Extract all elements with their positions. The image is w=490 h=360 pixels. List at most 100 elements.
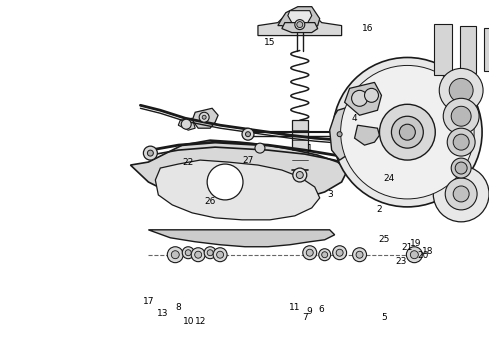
Text: 13: 13 bbox=[157, 309, 168, 318]
Circle shape bbox=[451, 158, 471, 178]
Circle shape bbox=[347, 156, 362, 170]
Circle shape bbox=[344, 150, 365, 170]
Circle shape bbox=[296, 171, 303, 179]
Circle shape bbox=[295, 20, 305, 30]
Circle shape bbox=[453, 134, 469, 150]
Polygon shape bbox=[192, 108, 218, 128]
Polygon shape bbox=[344, 82, 382, 115]
Text: 9: 9 bbox=[307, 307, 313, 316]
Text: 20: 20 bbox=[417, 251, 429, 260]
Text: 1: 1 bbox=[307, 144, 313, 153]
Text: 22: 22 bbox=[183, 158, 194, 167]
Circle shape bbox=[217, 251, 223, 258]
Circle shape bbox=[242, 128, 254, 140]
Circle shape bbox=[349, 155, 360, 165]
Circle shape bbox=[433, 166, 489, 222]
Circle shape bbox=[185, 250, 191, 256]
Text: 15: 15 bbox=[264, 38, 276, 47]
Circle shape bbox=[352, 90, 368, 106]
Circle shape bbox=[306, 249, 313, 256]
Circle shape bbox=[204, 247, 216, 259]
Circle shape bbox=[334, 128, 345, 140]
Circle shape bbox=[365, 88, 378, 102]
Circle shape bbox=[399, 124, 416, 140]
Text: 8: 8 bbox=[175, 303, 181, 312]
Polygon shape bbox=[282, 23, 318, 32]
Text: 2: 2 bbox=[377, 206, 382, 215]
Polygon shape bbox=[484, 28, 490, 71]
Circle shape bbox=[191, 248, 205, 262]
Polygon shape bbox=[130, 140, 347, 205]
Circle shape bbox=[303, 246, 317, 260]
Circle shape bbox=[455, 162, 467, 174]
Polygon shape bbox=[288, 11, 312, 23]
Text: 4: 4 bbox=[352, 114, 357, 123]
Circle shape bbox=[356, 251, 363, 258]
Text: 27: 27 bbox=[242, 156, 254, 165]
Circle shape bbox=[293, 168, 307, 182]
Circle shape bbox=[322, 252, 328, 258]
Text: 5: 5 bbox=[382, 313, 387, 322]
Circle shape bbox=[410, 251, 418, 259]
Polygon shape bbox=[148, 230, 335, 247]
Circle shape bbox=[379, 104, 435, 160]
Text: 19: 19 bbox=[410, 239, 421, 248]
Polygon shape bbox=[258, 11, 342, 36]
Polygon shape bbox=[278, 7, 319, 31]
Circle shape bbox=[213, 248, 227, 262]
Polygon shape bbox=[292, 120, 308, 170]
Polygon shape bbox=[178, 118, 195, 130]
Text: 21: 21 bbox=[402, 243, 413, 252]
Text: 11: 11 bbox=[289, 303, 300, 312]
Circle shape bbox=[333, 246, 346, 260]
Circle shape bbox=[336, 249, 343, 256]
Text: 17: 17 bbox=[143, 297, 154, 306]
Text: 26: 26 bbox=[204, 197, 216, 206]
Text: 12: 12 bbox=[195, 317, 206, 326]
Circle shape bbox=[352, 160, 358, 166]
Circle shape bbox=[443, 98, 479, 134]
Text: 16: 16 bbox=[362, 24, 373, 33]
Text: 10: 10 bbox=[182, 317, 194, 326]
Circle shape bbox=[182, 247, 194, 259]
Circle shape bbox=[318, 249, 331, 261]
Polygon shape bbox=[460, 26, 476, 73]
Circle shape bbox=[447, 128, 475, 156]
Polygon shape bbox=[155, 160, 319, 220]
Circle shape bbox=[144, 146, 157, 160]
Circle shape bbox=[439, 68, 483, 112]
Circle shape bbox=[353, 248, 367, 262]
Circle shape bbox=[245, 132, 250, 137]
Polygon shape bbox=[253, 152, 267, 158]
Circle shape bbox=[167, 247, 183, 263]
Circle shape bbox=[199, 112, 209, 122]
Circle shape bbox=[341, 66, 474, 199]
Circle shape bbox=[195, 251, 202, 258]
Circle shape bbox=[449, 78, 473, 102]
Circle shape bbox=[207, 250, 213, 256]
Circle shape bbox=[445, 178, 477, 210]
Text: 18: 18 bbox=[421, 247, 433, 256]
Circle shape bbox=[181, 119, 191, 129]
Text: 6: 6 bbox=[319, 305, 324, 314]
Circle shape bbox=[406, 247, 422, 263]
Circle shape bbox=[337, 132, 342, 137]
Polygon shape bbox=[355, 125, 379, 145]
Circle shape bbox=[172, 251, 179, 259]
Text: 23: 23 bbox=[396, 257, 407, 266]
Circle shape bbox=[202, 115, 206, 119]
Polygon shape bbox=[330, 105, 371, 160]
Circle shape bbox=[297, 22, 303, 28]
Polygon shape bbox=[360, 100, 392, 128]
Circle shape bbox=[333, 58, 482, 207]
Text: 3: 3 bbox=[327, 190, 333, 199]
Circle shape bbox=[451, 106, 471, 126]
Polygon shape bbox=[434, 24, 452, 75]
Text: 24: 24 bbox=[384, 174, 395, 183]
Circle shape bbox=[392, 116, 423, 148]
Text: 7: 7 bbox=[302, 313, 308, 322]
Text: 25: 25 bbox=[379, 235, 390, 244]
Circle shape bbox=[207, 164, 243, 200]
Circle shape bbox=[255, 143, 265, 153]
Circle shape bbox=[453, 186, 469, 202]
